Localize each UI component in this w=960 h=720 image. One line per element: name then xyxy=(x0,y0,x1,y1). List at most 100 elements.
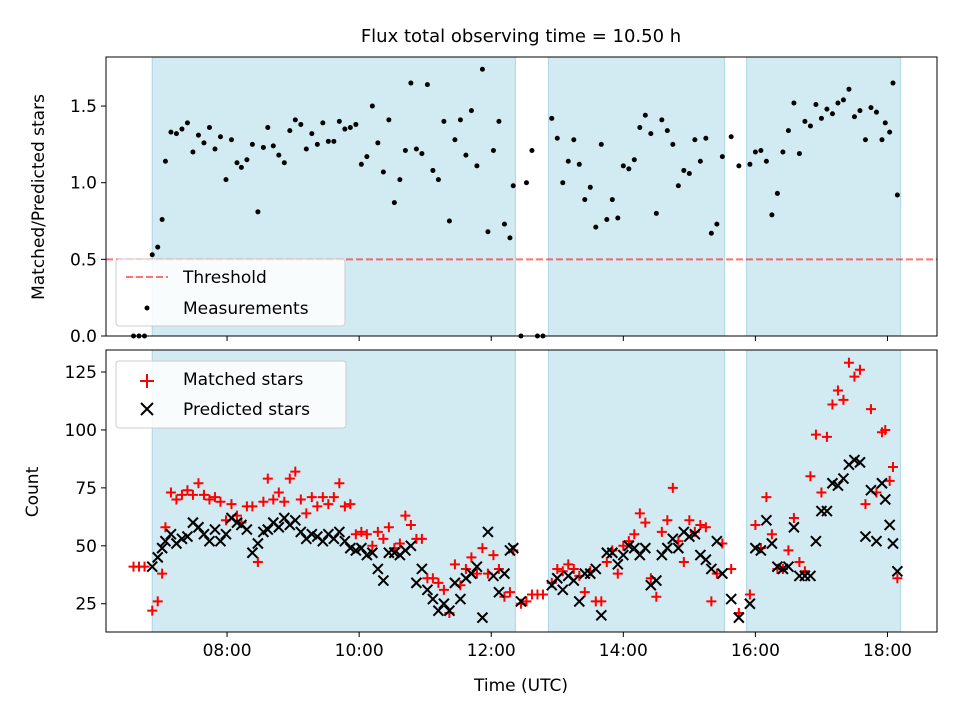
matched-star-point xyxy=(695,519,706,530)
measurement-point xyxy=(598,141,604,147)
measurement-point xyxy=(457,117,463,123)
predicted-star-point xyxy=(355,542,368,554)
matched-star-point xyxy=(843,357,854,368)
measurement-point xyxy=(851,114,857,120)
predicted-star-point xyxy=(241,523,253,536)
x-tick-label: 18:00 xyxy=(863,641,912,661)
measurement-point xyxy=(155,244,161,250)
measurement-point xyxy=(554,135,560,141)
measurement-point xyxy=(244,157,250,163)
y-tick-label: 50 xyxy=(75,537,97,557)
measurement-point xyxy=(873,109,879,115)
predicted-star-point xyxy=(854,456,866,469)
matched-star-point xyxy=(350,529,361,540)
x-tick-label: 14:00 xyxy=(599,641,648,661)
predicted-star-point xyxy=(410,577,423,589)
matched-star-point xyxy=(880,424,891,435)
measurement-point xyxy=(692,137,698,143)
measurement-point xyxy=(824,106,830,112)
matched-star-point xyxy=(678,557,689,568)
measurement-point xyxy=(615,215,621,221)
matched-star-point xyxy=(612,568,623,579)
predicted-star-point xyxy=(366,547,379,559)
ratio-y-label: Matched/Predicted stars xyxy=(29,94,49,300)
measurement-point xyxy=(496,118,502,124)
predicted-star-point xyxy=(551,572,563,584)
measurement-point xyxy=(397,177,403,183)
measurement-point xyxy=(201,140,207,146)
measurement-point xyxy=(190,149,196,155)
measurement-point xyxy=(159,216,165,222)
y-tick-label: 1.5 xyxy=(70,97,97,117)
predicted-star-point xyxy=(859,530,872,543)
observing-span-2 xyxy=(547,56,726,337)
measurement-point xyxy=(314,141,320,147)
measurement-point xyxy=(802,118,808,124)
ratio-panel-frame xyxy=(105,56,938,337)
matched-star-point xyxy=(656,526,667,537)
measurement-point xyxy=(501,221,507,227)
predicted-star-point xyxy=(246,547,259,559)
predicted-star-point xyxy=(405,540,417,552)
measurement-point xyxy=(523,180,529,186)
legend-predicted-swatch xyxy=(140,402,154,416)
matched-star-point xyxy=(761,492,772,503)
matched-star-point xyxy=(383,522,394,533)
matched-star-point xyxy=(204,494,215,505)
matched-star-point xyxy=(832,385,843,396)
predicted-star-point xyxy=(487,570,500,582)
measurement-point xyxy=(260,144,266,150)
measurement-point xyxy=(424,82,430,88)
matched-star-point xyxy=(139,561,150,572)
matched-star-point xyxy=(794,557,805,568)
measurement-point xyxy=(452,137,458,143)
matched-star-point xyxy=(557,566,568,577)
predicted-star-point xyxy=(628,542,641,554)
measurement-point xyxy=(604,216,610,222)
predicted-star-point xyxy=(295,526,307,538)
predicted-star-point xyxy=(590,563,602,575)
measurement-point xyxy=(179,126,185,132)
matched-star-point xyxy=(361,529,372,540)
measurement-point xyxy=(774,190,780,196)
measurement-point xyxy=(413,146,419,152)
predicted-star-point xyxy=(438,598,450,610)
predicted-star-point xyxy=(568,574,580,587)
predicted-star-point xyxy=(203,535,216,547)
measurement-point xyxy=(358,161,364,167)
measurement-point xyxy=(309,131,315,137)
predicted-star-point xyxy=(689,528,701,540)
measurement-points xyxy=(131,66,900,339)
predicted-star-point xyxy=(744,598,756,610)
ratio-legend-box xyxy=(115,258,346,327)
y-tick-label: 100 xyxy=(65,421,97,441)
matched-star-point xyxy=(711,568,722,579)
measurement-point xyxy=(303,146,309,152)
measurement-point xyxy=(206,125,212,131)
measurement-point xyxy=(507,235,513,241)
measurement-point xyxy=(785,128,791,134)
matched-star-point xyxy=(634,508,645,519)
measurement-point xyxy=(149,252,155,258)
measurement-point xyxy=(642,112,648,118)
matched-star-point xyxy=(521,596,532,607)
matched-star-point xyxy=(290,466,301,477)
measurement-point xyxy=(609,197,615,203)
predicted-star-point xyxy=(788,521,800,533)
predicted-star-point xyxy=(214,535,227,547)
matched-star-point xyxy=(394,538,405,549)
measurement-point xyxy=(234,160,240,166)
matched-star-point xyxy=(504,587,515,598)
matched-star-point xyxy=(601,557,612,568)
predicted-star-point xyxy=(471,560,483,573)
predicted-star-point xyxy=(606,547,619,559)
measurement-point xyxy=(408,80,414,86)
predicted-star-point xyxy=(333,526,346,538)
predicted-star-point xyxy=(273,521,285,533)
measurement-point xyxy=(758,148,764,154)
measurement-point xyxy=(560,180,566,186)
measurement-point xyxy=(474,163,480,169)
measurement-point xyxy=(430,167,436,173)
matched-star-point xyxy=(477,543,488,554)
measurement-point xyxy=(320,120,326,126)
